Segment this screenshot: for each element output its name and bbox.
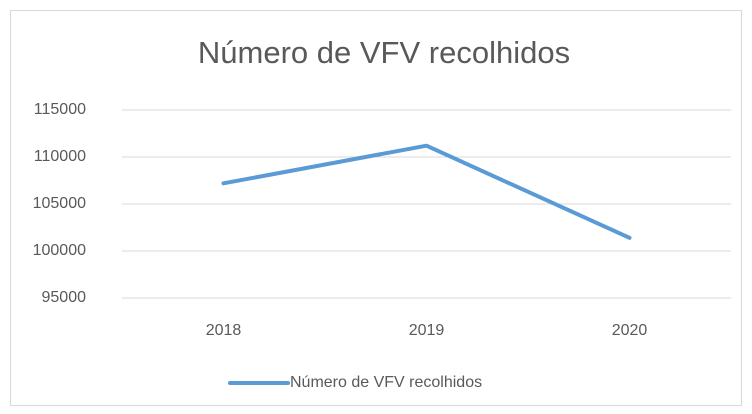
y-tick-label: 100000 [33, 242, 86, 259]
y-tick-label: 105000 [33, 195, 86, 212]
y-tick-label: 110000 [34, 148, 86, 165]
chart-border [10, 10, 742, 406]
x-tick-label: 2018 [206, 322, 242, 339]
legend-label: Número de VFV recolhidos [290, 374, 482, 391]
chart-title: Número de VFV recolhidos [198, 35, 570, 70]
x-tick-label: 2019 [409, 322, 445, 339]
y-tick-label: 95000 [42, 289, 87, 306]
x-tick-label: 2020 [612, 322, 648, 339]
line-series [221, 143, 632, 240]
y-tick-label: 115000 [34, 101, 86, 118]
